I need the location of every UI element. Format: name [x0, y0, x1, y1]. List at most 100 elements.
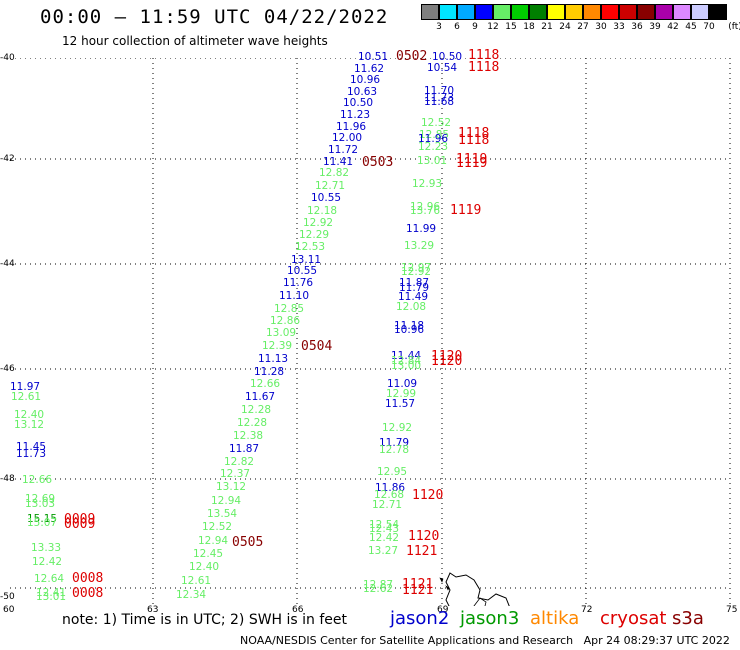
- color-swatch: [691, 4, 709, 20]
- wave-height-reading: 11.79: [379, 437, 410, 449]
- wave-height-reading: 13.11: [291, 254, 322, 266]
- wave-height-reading: 12.85: [274, 303, 305, 315]
- pass-time-label: 1121: [406, 544, 438, 559]
- wave-height-reading: 12.64: [34, 573, 65, 585]
- pass-time-label: 1118: [458, 133, 490, 148]
- color-scale-label: 21: [541, 22, 553, 32]
- wave-height-reading: 11.73: [16, 448, 47, 460]
- color-scale-label: 24: [559, 22, 571, 32]
- page-title: 00:00 — 11:59 UTC 04/22/2022: [40, 6, 389, 28]
- wave-height-reading: 12.92: [382, 422, 413, 434]
- wave-height-reading: 10.96: [394, 324, 425, 336]
- longitude-label: 66: [292, 605, 304, 615]
- longitude-label: 69: [437, 605, 449, 615]
- pass-time-label: 1119: [456, 152, 488, 167]
- color-swatch: [637, 4, 655, 20]
- wave-height-reading: 12.62: [363, 583, 394, 595]
- wave-height-reading: 12.29: [299, 229, 330, 241]
- wave-height-reading: 11.67: [245, 391, 276, 403]
- wave-height-reading: 12.61: [11, 391, 42, 403]
- latitude-label: -46: [0, 364, 15, 374]
- color-scale-label: 42: [667, 22, 679, 32]
- wave-height-reading: 11.68: [424, 96, 455, 108]
- longitude-label: 60: [3, 605, 15, 615]
- wave-height-reading: 11.28: [254, 366, 285, 378]
- color-swatch: [619, 4, 637, 20]
- color-scale-unit: (ft): [728, 22, 740, 32]
- wave-height-reading: 12.94: [211, 495, 242, 507]
- wave-height-reading: 10.96: [350, 74, 381, 86]
- island-outline: [439, 572, 510, 606]
- wave-height-reading: 12.54: [369, 519, 400, 531]
- color-scale-label: 33: [613, 22, 625, 32]
- wave-height-reading: 10.54: [427, 62, 458, 74]
- pass-time-label: 1119: [450, 203, 482, 218]
- wave-height-reading: 11.57: [385, 398, 416, 410]
- wave-height-reading: 12.28: [237, 417, 268, 429]
- color-swatch: [529, 4, 547, 20]
- wave-height-reading: 11.41: [323, 156, 354, 168]
- wave-height-reading: 10.50: [343, 97, 374, 109]
- color-scale-label: 3: [436, 22, 442, 32]
- wave-height-reading: 13.00: [391, 360, 422, 372]
- wave-height-reading: 12.38: [233, 430, 264, 442]
- wave-height-reading: 12.34: [176, 589, 207, 601]
- wave-height-reading: 13.12: [216, 481, 247, 493]
- wave-height-reading: 13.01: [417, 155, 448, 167]
- color-swatch: [673, 4, 691, 20]
- wave-height-reading: 11.76: [283, 277, 314, 289]
- color-scale-label: 36: [631, 22, 643, 32]
- pass-time-label: 0504: [301, 339, 333, 354]
- wave-height-reading: 11.62: [354, 63, 385, 75]
- wave-height-reading: 12.43: [369, 523, 400, 535]
- wave-height-reading: 12.82: [319, 167, 350, 179]
- wave-height-reading: 12.52: [202, 521, 233, 533]
- color-scale-label: 18: [523, 22, 535, 32]
- wave-height-reading: 12.66: [250, 378, 281, 390]
- footnote: note: 1) Time is in UTC; 2) SWH is in fe…: [62, 612, 348, 628]
- legend-s3a: s3a: [672, 608, 704, 629]
- color-scale-label: 39: [649, 22, 661, 32]
- wave-height-reading: 11.13: [258, 353, 289, 365]
- pass-time-label: 0505: [232, 535, 264, 550]
- pass-time-label: 0503: [362, 155, 394, 170]
- wave-height-reading: 11.97: [10, 381, 41, 393]
- latitude-label: -50: [0, 592, 15, 602]
- wave-height-reading: 10.55: [311, 192, 342, 204]
- wave-height-reading: 12.78: [379, 444, 410, 456]
- pass-time-label: 0502: [396, 49, 428, 64]
- longitude-label: 63: [147, 605, 159, 615]
- color-scale-label: 30: [595, 22, 607, 32]
- wave-height-reading: 12.93: [412, 178, 443, 190]
- wave-height-reading: 12.41: [36, 587, 67, 599]
- credit-line: NOAA/NESDIS Center for Satellite Applica…: [240, 634, 730, 647]
- wave-height-reading: 12.23: [418, 141, 449, 153]
- wave-height-reading: 11.70: [424, 85, 455, 97]
- wave-height-reading: 11.49: [398, 291, 429, 303]
- color-scale-label: 6: [454, 22, 460, 32]
- wave-height-reading: 12.69: [25, 493, 56, 505]
- wave-height-reading: 11.73: [424, 92, 455, 104]
- pass-time-label: 1119: [456, 156, 488, 171]
- wave-height-reading: 11.09: [387, 378, 418, 390]
- color-swatch: [493, 4, 511, 20]
- wave-height-reading: 13.76: [410, 205, 441, 217]
- latitude-label: -40: [0, 53, 15, 63]
- wave-height-reading: 12.96: [410, 201, 441, 213]
- color-scale-label: 15: [505, 22, 517, 32]
- wave-height-reading: 12.92: [401, 266, 432, 278]
- pass-time-label: 1118: [458, 126, 490, 141]
- pass-time-label: 1121: [402, 577, 434, 592]
- wave-height-reading: 12.42: [32, 556, 63, 568]
- wave-height-reading: 10.55: [287, 265, 318, 277]
- wave-height-reading: 11.18: [394, 320, 425, 332]
- color-swatch: [439, 4, 457, 20]
- wave-height-reading: 12.84: [391, 355, 422, 367]
- color-scale-label: 45: [685, 22, 697, 32]
- wave-height-reading: 12.08: [396, 301, 427, 313]
- pass-time-label: 1118: [468, 48, 500, 63]
- wave-height-reading: 15.15: [27, 513, 58, 525]
- map-grid: [10, 58, 731, 604]
- legend-jason2: jason2: [390, 608, 450, 629]
- wave-height-reading: 11.86: [375, 482, 406, 494]
